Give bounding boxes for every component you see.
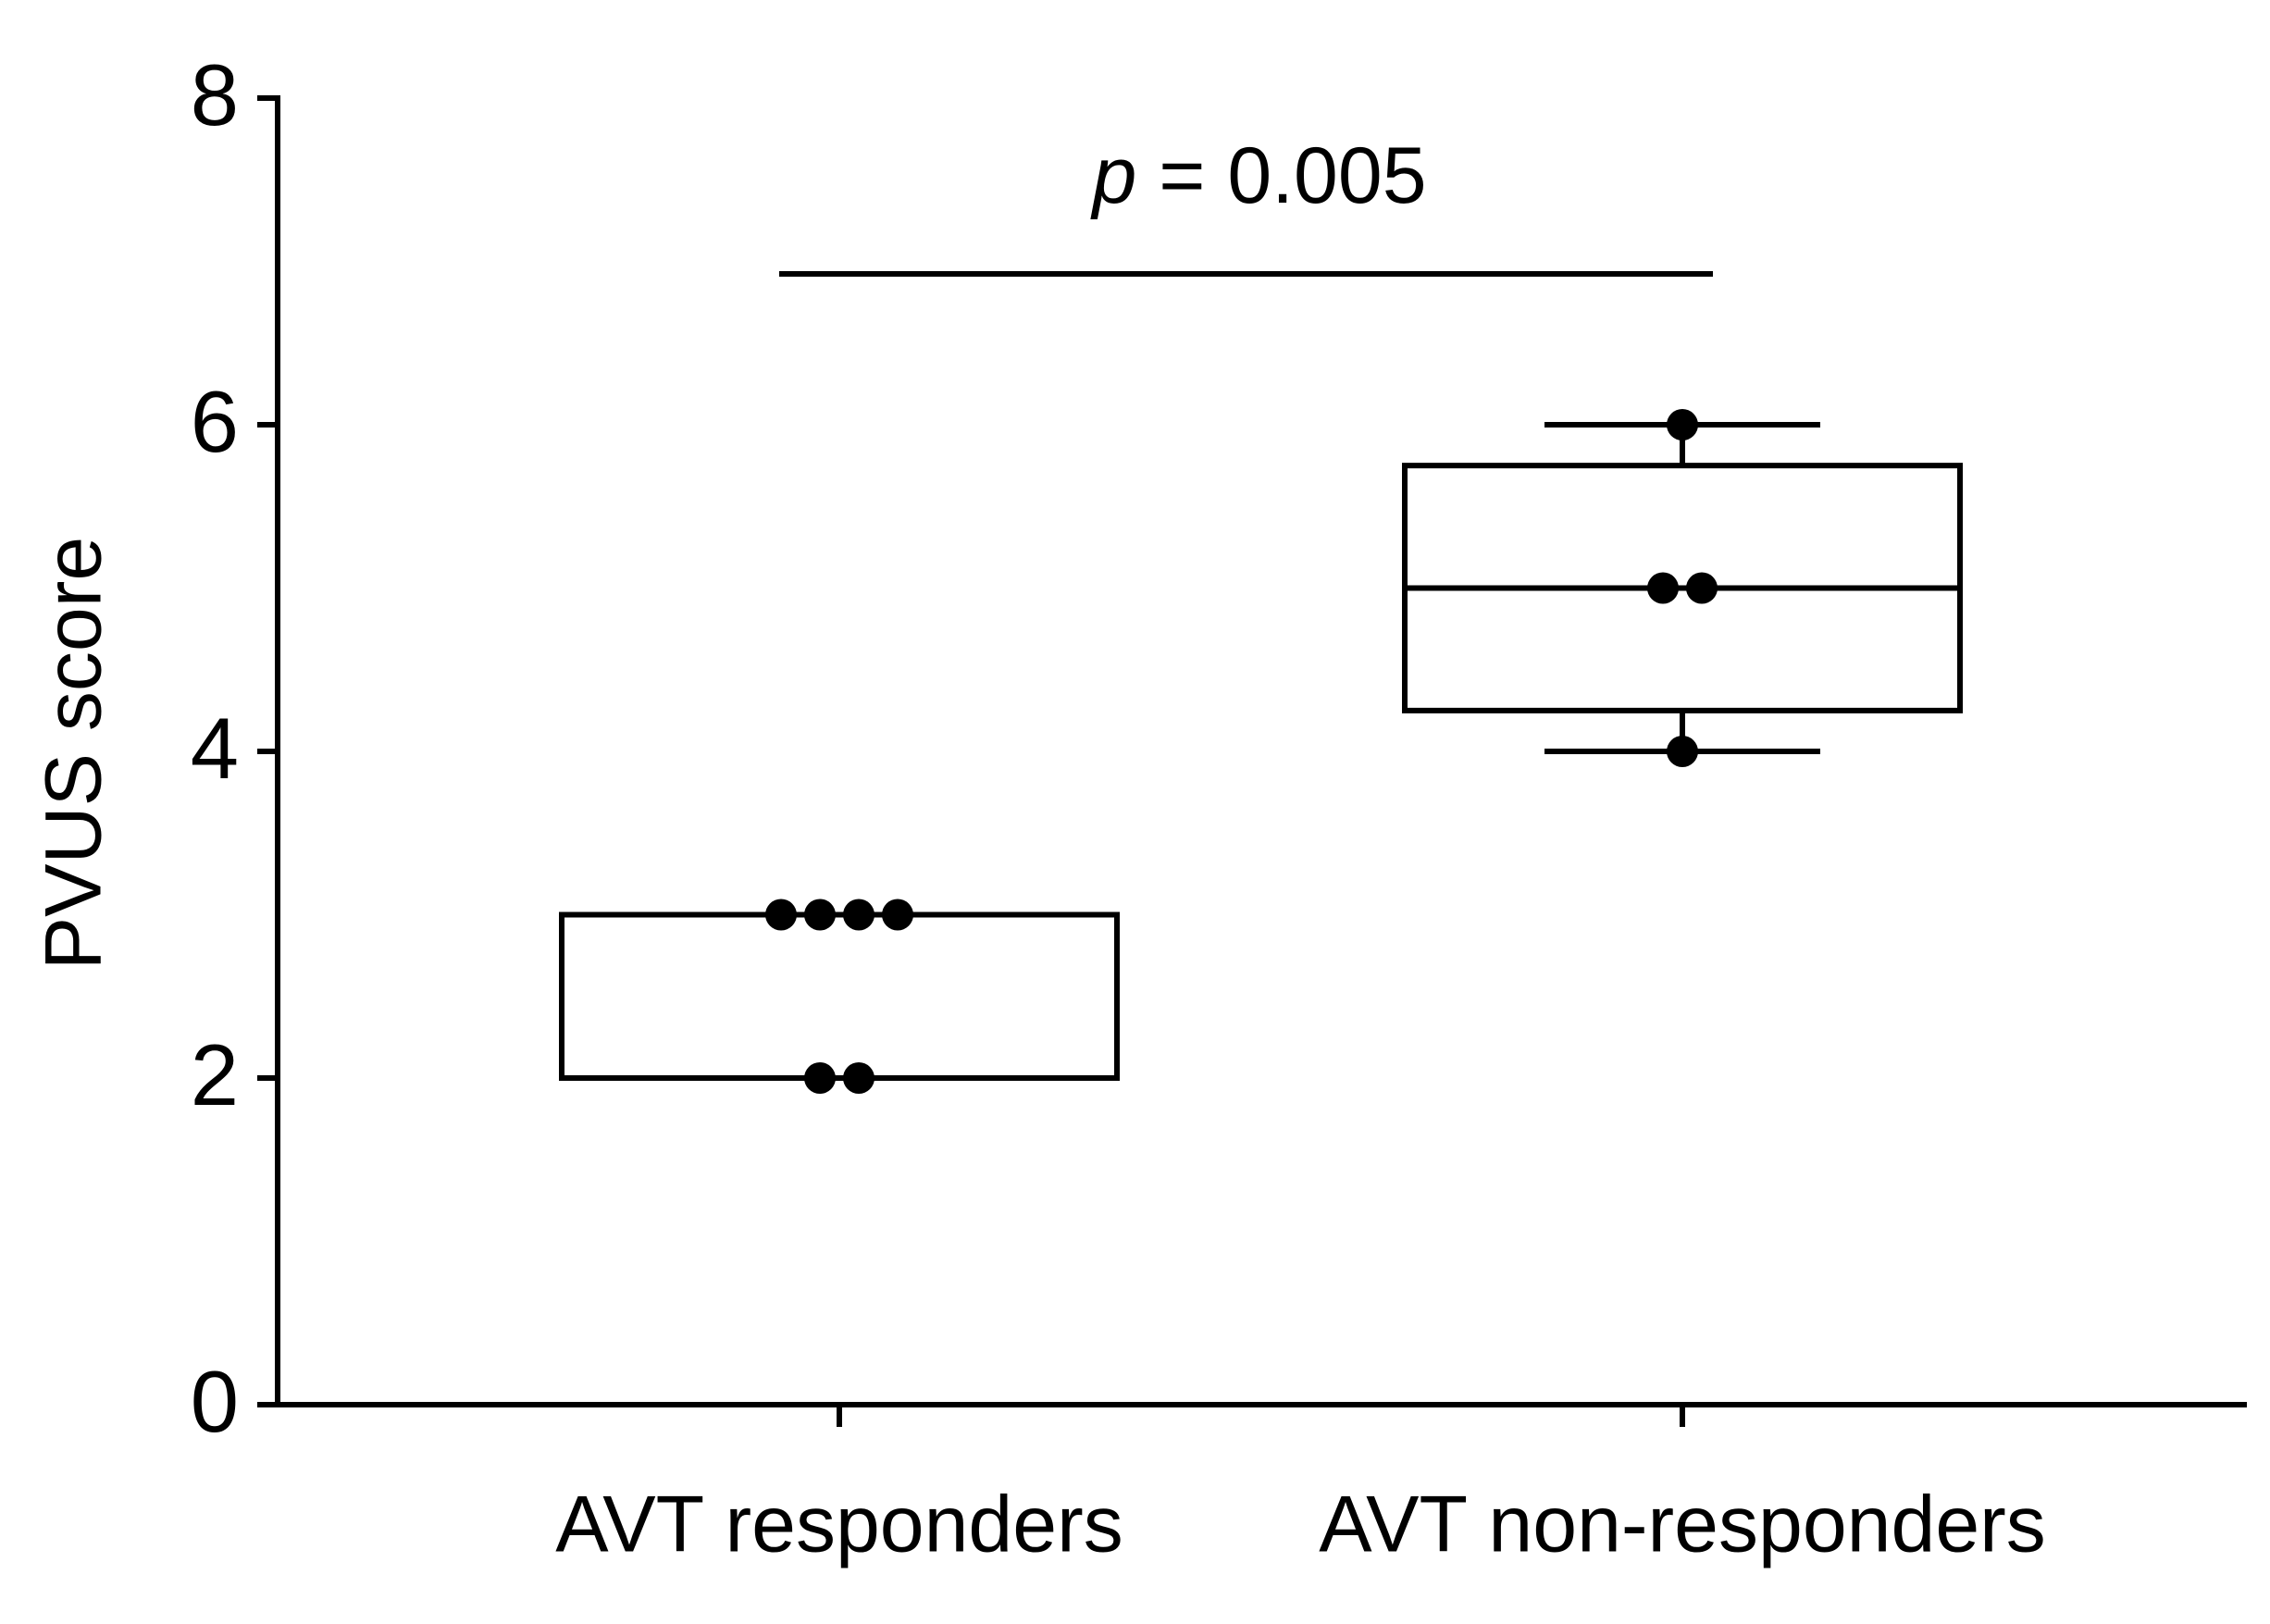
box — [559, 911, 1120, 1081]
data-point — [1686, 572, 1718, 604]
x-tick-label: AVT non-responders — [1319, 1481, 2046, 1569]
annotation-symbol: p — [1089, 131, 1136, 220]
data-point — [765, 899, 797, 931]
y-tick-label: 4 — [191, 700, 239, 797]
y-tick-label: 8 — [191, 46, 239, 143]
annotation-text: = 0.005 — [1159, 131, 1426, 220]
data-point — [1667, 736, 1698, 767]
y-tick-label: 0 — [191, 1353, 239, 1450]
data-point — [1667, 409, 1698, 440]
data-point — [843, 1062, 875, 1094]
data-point — [1647, 572, 1679, 604]
data-point — [804, 899, 836, 931]
y-tick-label: 6 — [191, 373, 239, 470]
x-tick-label: AVT responders — [555, 1481, 1123, 1569]
data-point — [843, 899, 875, 931]
annotation: p = 0.005 — [1089, 131, 1426, 220]
data-point — [804, 1062, 836, 1094]
y-tick-label: 2 — [191, 1026, 239, 1123]
y-axis-label: PVUS score — [30, 537, 118, 970]
data-point — [882, 899, 913, 931]
